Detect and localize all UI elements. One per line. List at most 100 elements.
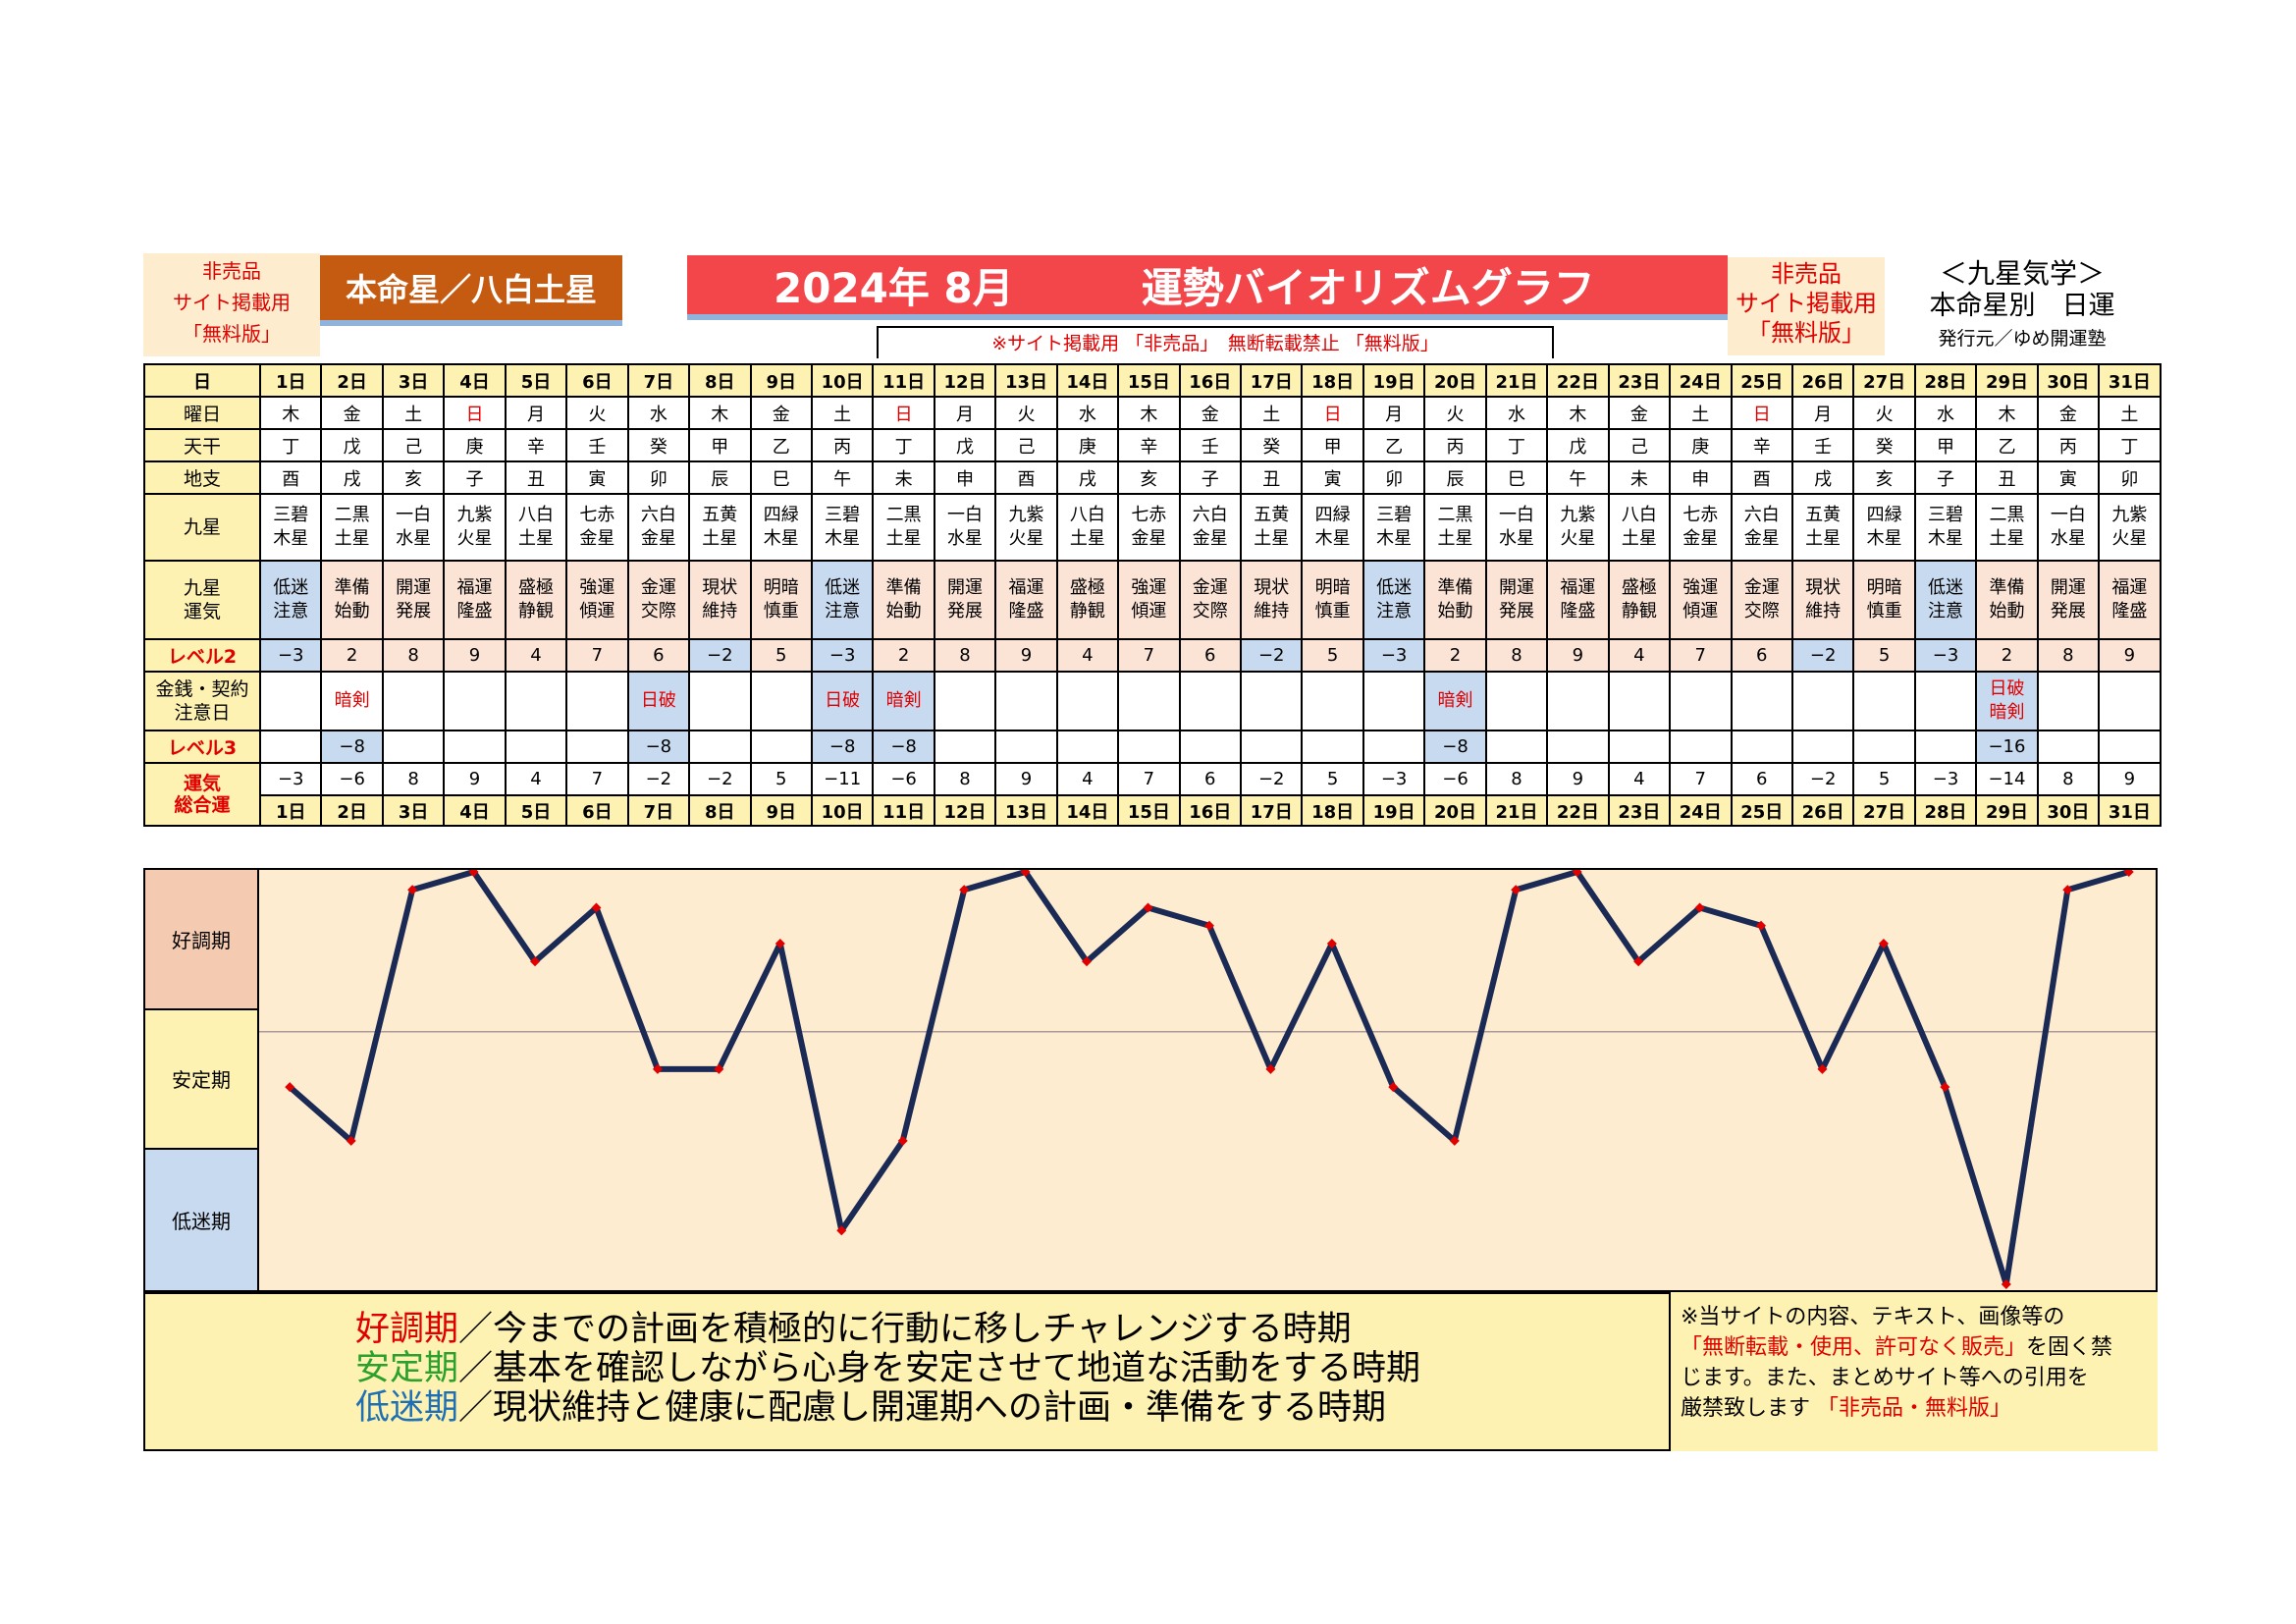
kyusei-line: 金星: [579, 528, 615, 549]
data-point: [1694, 902, 1705, 913]
day-cell: 8日: [688, 794, 752, 827]
tenkan-cell: 丁: [2098, 428, 2162, 462]
unki-line: 静観: [1069, 601, 1105, 622]
day-cell: 19日: [1362, 363, 1426, 398]
kyusei-line: 一白: [396, 505, 432, 525]
level3-cell: [1607, 730, 1672, 764]
kyusei-line: 水星: [2050, 528, 2086, 549]
level3-cell: [688, 730, 752, 764]
day-cell: 6日: [565, 794, 629, 827]
data-point: [836, 1225, 847, 1236]
kyusei-line: 七赤: [1131, 505, 1167, 525]
zone-stable: 安定期: [145, 1009, 259, 1151]
kyusei-line: 四緑: [1314, 505, 1351, 525]
data-point: [1511, 885, 1522, 895]
unki-line: 金運: [1743, 577, 1780, 598]
kinsen-cell: [933, 671, 997, 731]
level3-cell: [933, 730, 997, 764]
level3-cell: [1117, 730, 1181, 764]
kyusei-line: 土星: [334, 528, 370, 549]
level3-cell: [258, 730, 323, 764]
tenkan-cell: 戊: [933, 428, 997, 462]
tenkan-cell: 庚: [1669, 428, 1733, 462]
kinsen-cell: [1730, 671, 1793, 731]
sogo-cell: 9: [1546, 762, 1610, 796]
weekday-cell: 水: [1055, 396, 1120, 430]
weekday-cell: 土: [2098, 396, 2162, 430]
kyusei-cell: 九紫 火星: [994, 493, 1058, 562]
unki-line: 静観: [1621, 601, 1657, 622]
weekday-cell: 日: [872, 396, 935, 430]
data-point: [1572, 870, 1582, 877]
kyusei-line: 火星: [1560, 528, 1596, 549]
kyusei-line: 金星: [1131, 528, 1167, 549]
kyusei-line: 二黒: [885, 505, 922, 525]
day-cell: 4日: [443, 363, 507, 398]
sogo-cell: −6: [1423, 762, 1487, 796]
nonsale-line: 非売品: [1771, 260, 1842, 288]
kyusei-cell: 八白 土星: [1607, 493, 1672, 562]
tenkan-cell: 辛: [1117, 428, 1181, 462]
chishi-cell: 卯: [1362, 460, 1426, 495]
day-cell: 23日: [1607, 363, 1672, 398]
unki-line: 注意: [1928, 601, 1964, 622]
unki-cell: 強運 傾運: [1117, 560, 1181, 640]
kinsen-line: 日破: [640, 690, 676, 711]
copyright-line: ※当サイトの内容、テキスト、画像等の: [1681, 1305, 2065, 1329]
unki-line: 発展: [2050, 601, 2086, 622]
data-point: [897, 1135, 908, 1146]
kyusei-line: 六白: [1192, 505, 1228, 525]
kyusei-line: 六白: [1743, 505, 1780, 525]
unki-cell: 準備 始動: [320, 560, 384, 640]
sogo-cell: 6: [1178, 762, 1243, 796]
unki-cell: 明暗 慎重: [1852, 560, 1916, 640]
level3-cell: [1239, 730, 1304, 764]
copyright-notice: ※当サイトの内容、テキスト、画像等の 「無断転載・使用、許可なく販売」を固く禁 …: [1669, 1292, 2158, 1451]
unki-line: 交際: [1192, 601, 1228, 622]
day-cell: 25日: [1730, 363, 1793, 398]
legend-text: ／基本を確認しながら心身を安定させて地道な活動をする時期: [458, 1349, 1421, 1388]
kinsen-cell: [565, 671, 629, 731]
day-cell: 8日: [688, 363, 752, 398]
weekday-cell: 水: [1484, 396, 1549, 430]
sogo-cell: −2: [688, 762, 752, 796]
data-point: [1143, 902, 1153, 913]
level2-cell: −3: [810, 638, 875, 673]
kinsen-cell: [443, 671, 507, 731]
kyusei-cell: 九紫 火星: [2098, 493, 2162, 562]
data-point: [774, 939, 785, 949]
unki-line: 傾運: [1682, 601, 1719, 622]
level3-cell: [2036, 730, 2101, 764]
nonsale-label-left: 非売品 サイト掲載用 「無料版」: [143, 253, 320, 356]
day-cell: 18日: [1301, 363, 1364, 398]
kinsen-cell: [1301, 671, 1364, 731]
unki-cell: 盛極 静観: [1055, 560, 1120, 640]
data-point: [1817, 1063, 1828, 1074]
level2-cell: 7: [1117, 638, 1181, 673]
kyusei-line: 木星: [825, 528, 861, 549]
kyusei-line: 三碧: [273, 505, 309, 525]
kinsen-cell: [1790, 671, 1855, 731]
level2-cell: −2: [1790, 638, 1855, 673]
day-cell: 4日: [443, 794, 507, 827]
weekday-cell: 日: [443, 396, 507, 430]
data-point: [714, 1063, 724, 1074]
chishi-cell: 巳: [749, 460, 813, 495]
nonsale-line: 非売品: [202, 259, 261, 283]
kyusei-line: 三碧: [1376, 505, 1413, 525]
kyusei-line: 三碧: [1928, 505, 1964, 525]
kinsen-line: 暗剣: [1437, 690, 1473, 711]
day-cell: 23日: [1607, 794, 1672, 827]
chishi-cell: 未: [1607, 460, 1672, 495]
kyusei-cell: 一白 水星: [2036, 493, 2101, 562]
unki-line: 現状: [702, 577, 738, 598]
row-label: 曜日: [143, 396, 261, 430]
zone-good: 好調期: [145, 870, 259, 1010]
sogo-cell: 9: [2098, 762, 2162, 796]
unki-cell: 金運 交際: [1730, 560, 1793, 640]
sogo-cell: 5: [1301, 762, 1364, 796]
unki-line: 開運: [1498, 577, 1534, 598]
unki-line: 始動: [1437, 601, 1473, 622]
level2-cell: 2: [1975, 638, 2039, 673]
unki-line: 強運: [579, 577, 615, 598]
